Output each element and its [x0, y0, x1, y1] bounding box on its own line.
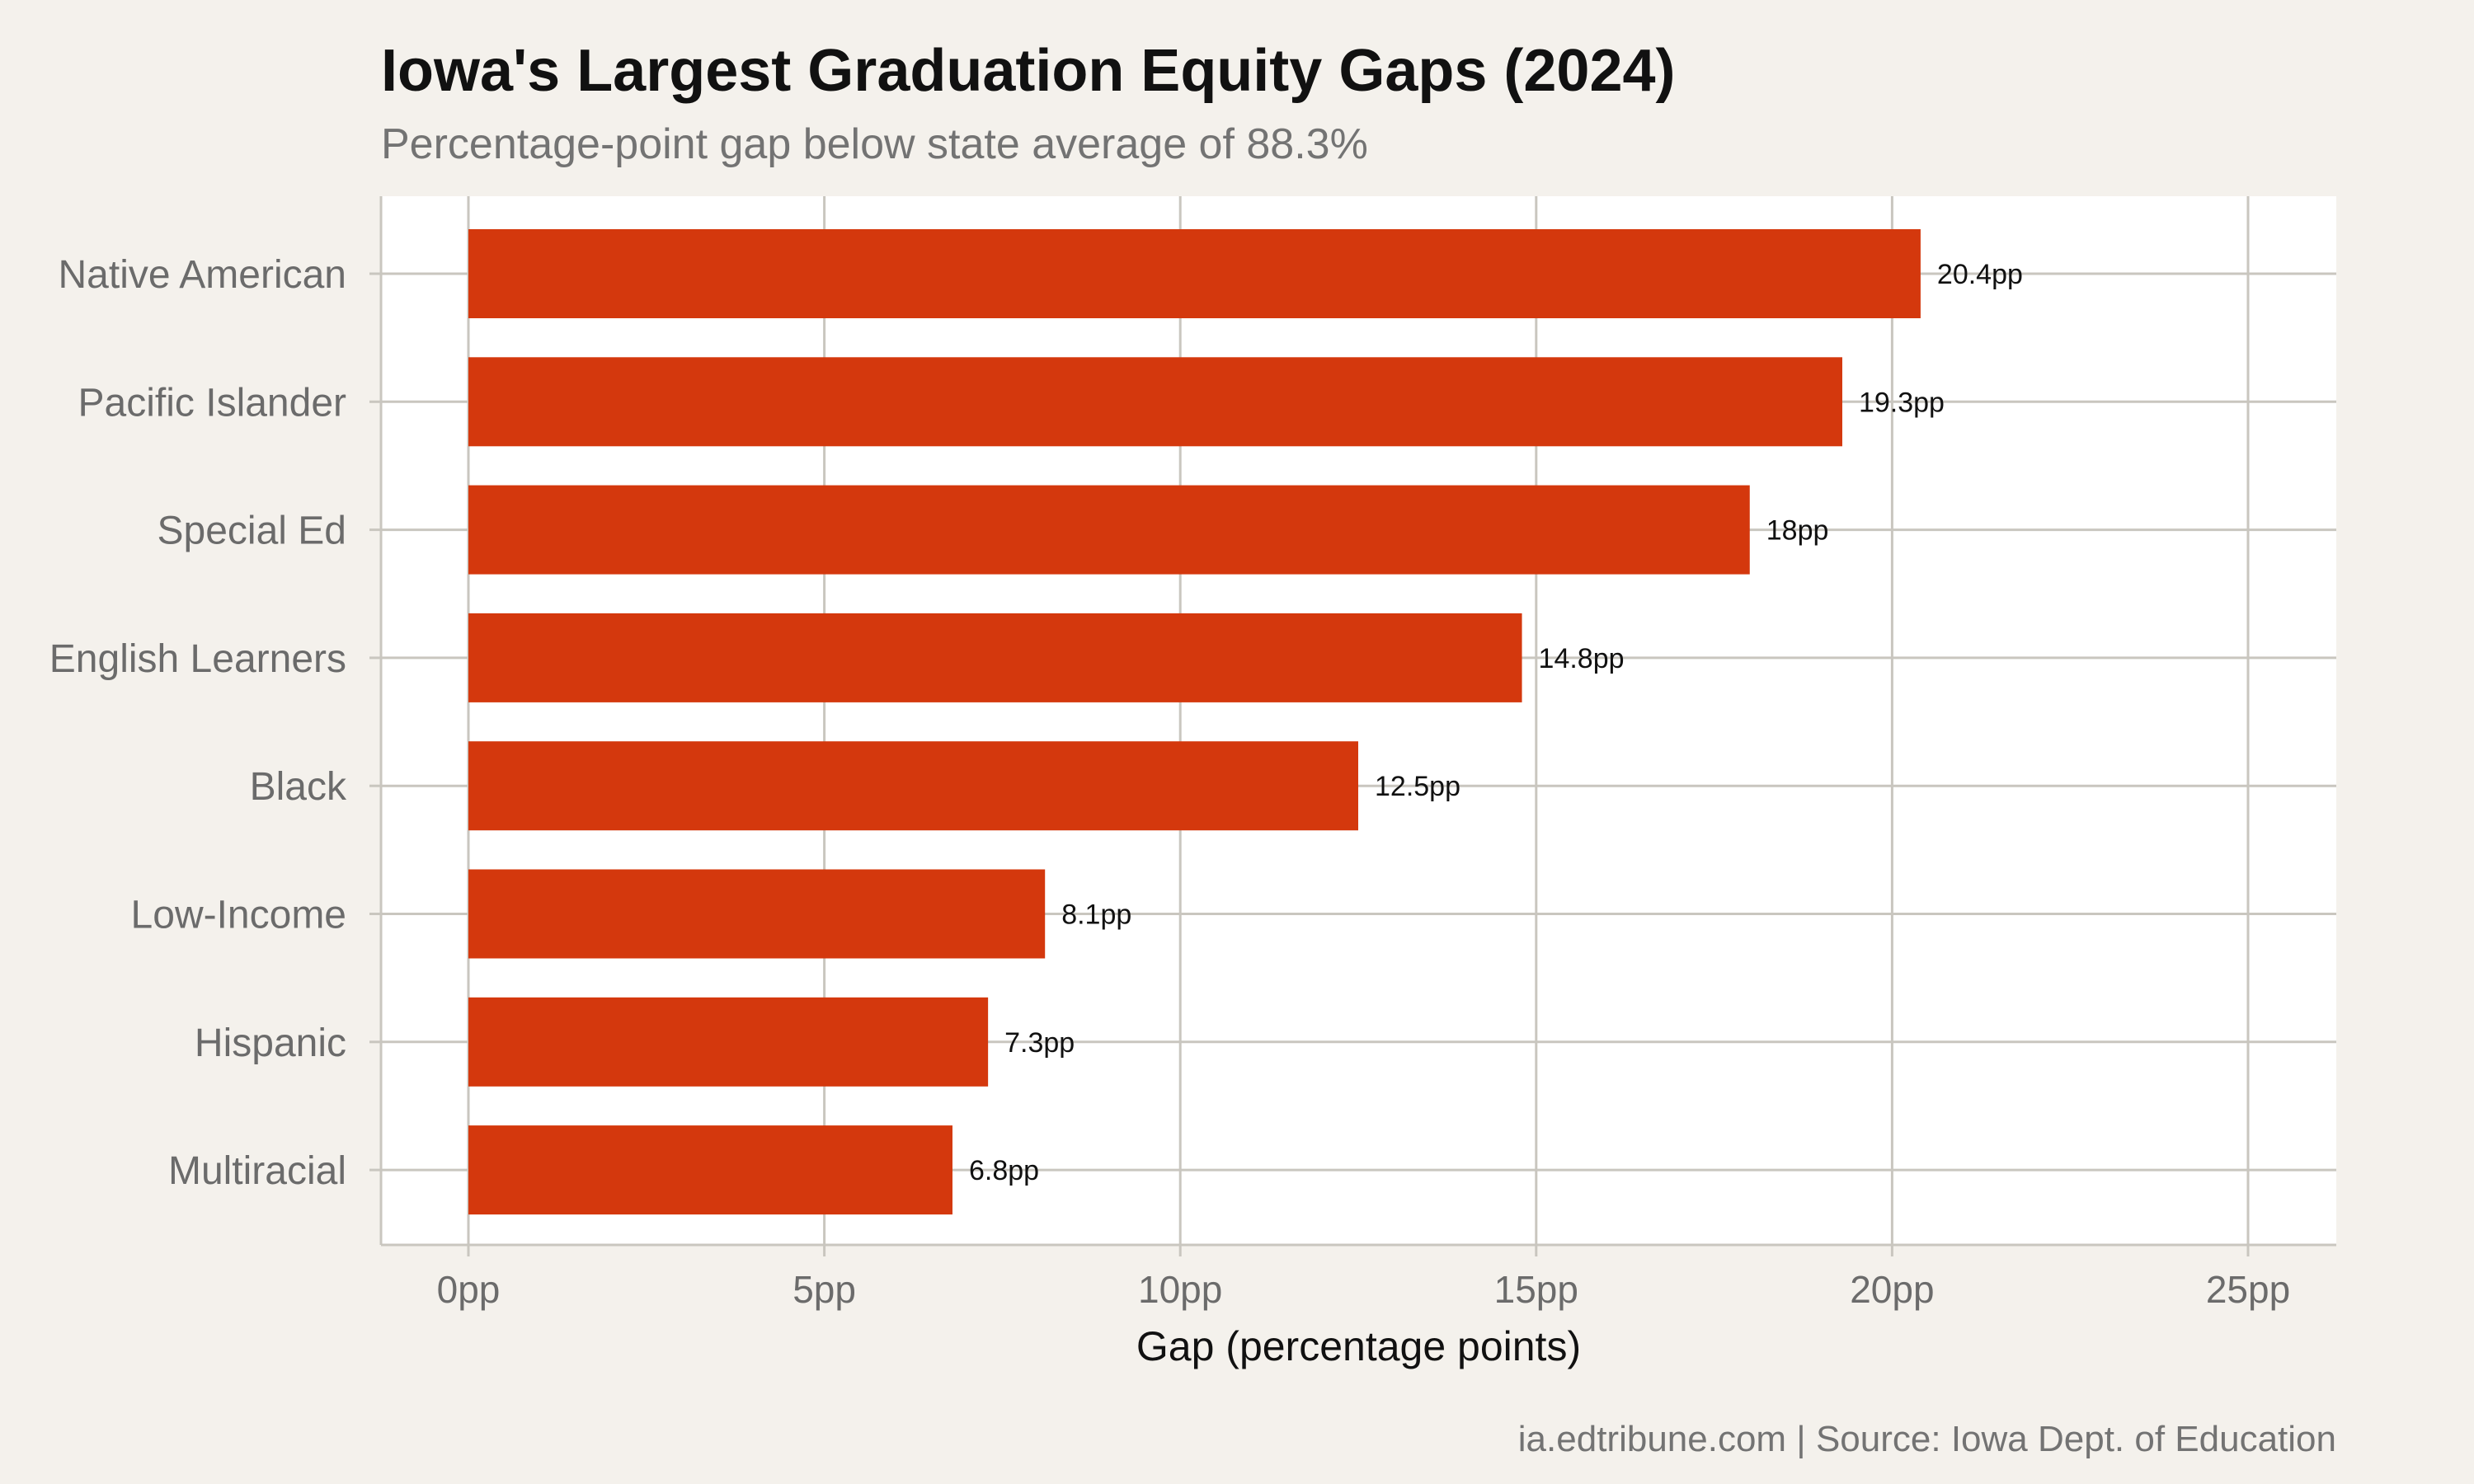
category-label: Hispanic	[195, 1021, 346, 1065]
category-label: Black	[250, 765, 347, 809]
bars	[468, 229, 1921, 1215]
chart-subtitle: Percentage-point gap below state average…	[381, 120, 1368, 168]
bar	[468, 229, 1921, 318]
bar	[468, 997, 989, 1087]
data-label: 7.3pp	[1004, 1027, 1075, 1059]
x-tick-label: 0pp	[437, 1268, 501, 1311]
category-label: Special Ed	[158, 510, 346, 553]
data-label: 18pp	[1766, 515, 1829, 547]
bar	[468, 741, 1358, 831]
bar	[468, 1125, 952, 1215]
plot-panel	[381, 196, 2336, 1245]
bar	[468, 613, 1522, 702]
x-tick-label: 5pp	[793, 1268, 856, 1311]
data-label: 12.5pp	[1375, 771, 1460, 802]
bar	[468, 357, 1842, 447]
data-label: 6.8pp	[969, 1155, 1039, 1186]
category-label: Pacific Islander	[78, 381, 346, 425]
category-label: English Learners	[49, 637, 346, 681]
category-label: Multiracial	[168, 1149, 346, 1193]
category-label: Native American	[59, 253, 346, 297]
labels: 0pp 5pp 10pp 15pp 20pp 25pp Native American 20.…	[49, 253, 2290, 1311]
x-tick-label: 15pp	[1494, 1268, 1578, 1311]
x-tick-label: 20pp	[1850, 1268, 1934, 1311]
x-axis-title: Gap (percentage points)	[1136, 1323, 1581, 1369]
data-label: 19.3pp	[1859, 387, 1945, 418]
x-tick-label: 10pp	[1138, 1268, 1222, 1311]
chart-title: Iowa's Largest Graduation Equity Gaps (2…	[381, 38, 1676, 104]
bar	[468, 869, 1046, 959]
bar	[468, 485, 1750, 575]
data-label: 20.4pp	[1937, 259, 2023, 290]
source-caption: ia.edtribune.com | Source: Iowa Dept. of…	[1518, 1419, 2336, 1459]
category-label: Low-Income	[131, 894, 346, 937]
data-label: 8.1pp	[1061, 899, 1131, 931]
data-label: 14.8pp	[1539, 643, 1625, 674]
x-tick-label: 25pp	[2206, 1268, 2290, 1311]
